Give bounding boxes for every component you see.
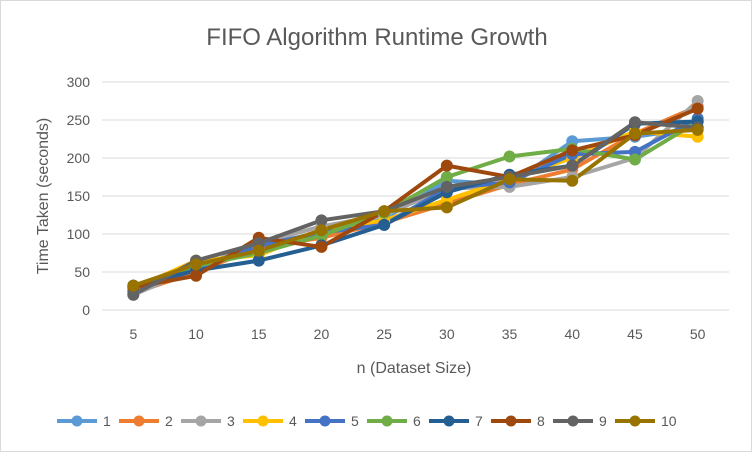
legend-swatch-marker: [567, 415, 579, 427]
legend-item-9: 9: [553, 413, 607, 429]
data-point-series-10: [691, 123, 704, 136]
y-tick-label: 150: [67, 188, 91, 204]
data-point-series-6: [440, 171, 453, 183]
legend-label: 7: [475, 413, 483, 429]
legend-item-10: 10: [615, 413, 677, 429]
legend-swatch-marker: [505, 415, 517, 427]
legend-item-8: 8: [491, 413, 545, 429]
legend-swatch-marker: [133, 415, 145, 427]
legend-label: 3: [227, 413, 235, 429]
series-line-10: [131, 127, 700, 288]
legend: 1 2 3 4 5 6 7 8 9 10: [57, 413, 677, 429]
legend-label: 1: [103, 413, 111, 429]
data-point-series-8: [315, 240, 328, 253]
x-tick-label: 20: [314, 326, 330, 342]
data-point-series-9: [315, 214, 328, 227]
legend-label: 5: [351, 413, 359, 429]
data-point-series-9: [566, 159, 579, 172]
x-axis-title: n (Dataset Size): [357, 360, 472, 377]
y-tick-label: 200: [67, 150, 91, 166]
data-point-series-6: [628, 153, 641, 166]
x-tick-label: 40: [564, 326, 580, 342]
data-point-series-8: [440, 159, 453, 172]
x-axis-ticks: 5 10 15 20 25 30 35 40 45 50: [129, 326, 705, 342]
legend-label: 8: [537, 413, 545, 429]
y-tick-label: 0: [82, 302, 90, 318]
data-point-series-10: [628, 127, 641, 140]
legend-label: 2: [165, 413, 173, 429]
legend-item-1: 1: [57, 413, 111, 429]
data-point-series-8: [566, 144, 579, 157]
legend-item-5: 5: [305, 413, 359, 429]
y-tick-label: 50: [74, 264, 90, 280]
data-point-series-10: [315, 224, 328, 237]
y-axis-title: Time Taken (seconds): [35, 118, 52, 275]
legend-swatch-marker: [195, 415, 207, 427]
data-point-series-8: [691, 102, 704, 115]
legend-item-3: 3: [181, 413, 235, 429]
legend-item-2: 2: [119, 413, 173, 429]
y-tick-label: 300: [67, 74, 91, 90]
legend-swatch-marker: [71, 415, 83, 427]
x-tick-label: 15: [251, 326, 267, 342]
data-point-series-9: [440, 180, 453, 193]
legend-label: 10: [661, 413, 677, 429]
x-tick-label: 5: [129, 326, 137, 342]
data-point-series-10: [503, 173, 516, 186]
data-point-series-10: [378, 205, 391, 218]
x-tick-label: 35: [502, 326, 518, 342]
chart-title: FIFO Algorithm Runtime Growth: [206, 24, 547, 51]
legend-swatch-marker: [629, 415, 641, 427]
legend-label: 6: [413, 413, 421, 429]
data-point-series-7: [378, 218, 391, 231]
series-line-9: [131, 120, 700, 297]
legend-swatch-marker: [443, 415, 455, 427]
y-axis-ticks: 0 50 100 150 200 250 300: [67, 74, 91, 318]
legend-item-6: 6: [367, 413, 421, 429]
data-point-series-7: [252, 254, 265, 267]
data-point-series-8: [190, 269, 203, 282]
x-tick-label: 10: [188, 326, 204, 342]
y-tick-label: 100: [67, 226, 91, 242]
data-point-series-10: [566, 174, 579, 187]
data-point-series-10: [190, 258, 203, 271]
x-tick-label: 30: [439, 326, 455, 342]
data-point-series-6: [503, 150, 516, 163]
legend-item-7: 7: [429, 413, 483, 429]
legend-swatch-marker: [319, 415, 331, 427]
legend-label: 9: [599, 413, 607, 429]
y-tick-label: 250: [67, 112, 91, 128]
gridlines: [102, 81, 729, 311]
data-point-series-10: [252, 244, 265, 257]
series-lines: [131, 99, 700, 297]
data-point-series-9: [628, 116, 641, 129]
data-point-series-10: [127, 279, 140, 292]
legend-swatch-marker: [381, 415, 393, 427]
x-tick-label: 25: [376, 326, 392, 342]
x-tick-label: 50: [690, 326, 706, 342]
legend-label: 4: [289, 413, 297, 429]
x-tick-label: 45: [627, 326, 643, 342]
legend-swatch-marker: [257, 415, 269, 427]
legend-item-4: 4: [243, 413, 297, 429]
data-point-series-10: [440, 201, 453, 214]
series-points: [127, 95, 704, 301]
